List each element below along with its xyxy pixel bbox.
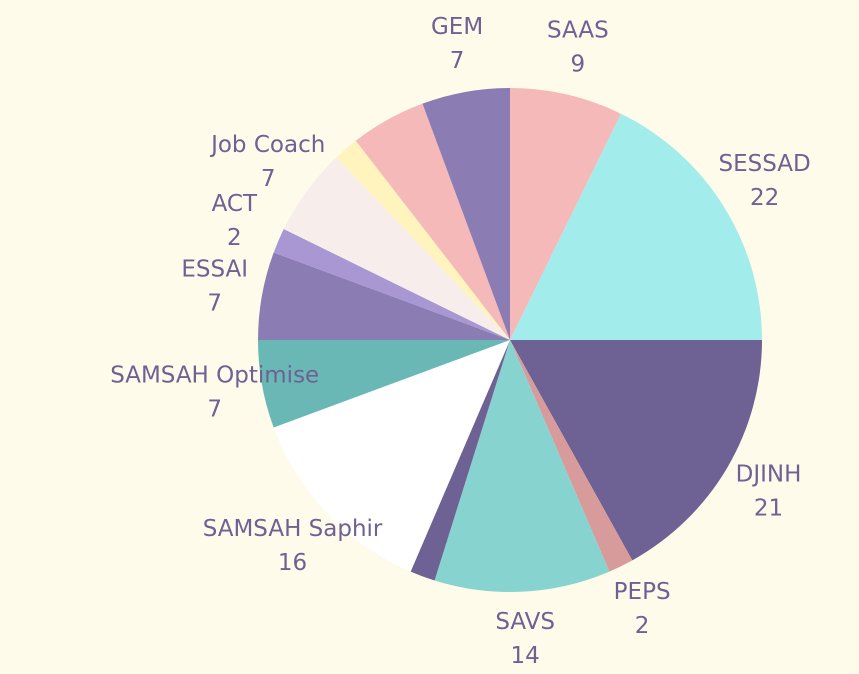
pie-slice <box>510 88 621 340</box>
slice-value: 16 <box>278 550 307 576</box>
pie-slice <box>510 340 633 572</box>
pie-slice <box>510 113 762 340</box>
pie-slice <box>336 140 510 340</box>
pie-slice <box>258 340 510 428</box>
pie-slice <box>273 340 510 572</box>
pie-slice <box>422 88 510 340</box>
slice-value: 2 <box>635 613 650 639</box>
slice-label: SAAS <box>547 17 609 43</box>
slice-label: GEM <box>431 14 483 40</box>
slice-label: Job Coach <box>209 132 325 158</box>
slice-label: SAMSAH Saphir <box>203 516 383 542</box>
slice-value: 2 <box>227 225 242 251</box>
pie-slice <box>355 103 510 340</box>
slice-value: 14 <box>511 643 540 669</box>
slice-label: SESSAD <box>718 151 810 177</box>
slice-label: SAVS <box>495 609 555 635</box>
slice-value: 21 <box>754 496 783 522</box>
pie-slice <box>283 157 510 340</box>
slice-value: 7 <box>261 166 276 192</box>
slice-value: 7 <box>207 291 222 317</box>
slice-label: SAMSAH Optimise <box>110 362 319 388</box>
slice-label: ESSAI <box>181 257 248 283</box>
slice-label: ACT <box>212 191 258 217</box>
slice-label: PEPS <box>614 579 671 605</box>
slice-value: 9 <box>570 51 585 77</box>
pie-slice <box>258 252 510 340</box>
slice-label: DJINH <box>736 462 802 488</box>
pie-slice <box>273 229 510 340</box>
slice-value: 22 <box>750 185 779 211</box>
pie-slice <box>510 340 762 561</box>
pie-slice <box>434 340 610 593</box>
slice-value: 7 <box>450 48 465 74</box>
slice-value: 7 <box>207 396 222 422</box>
pie-slice <box>410 340 510 581</box>
